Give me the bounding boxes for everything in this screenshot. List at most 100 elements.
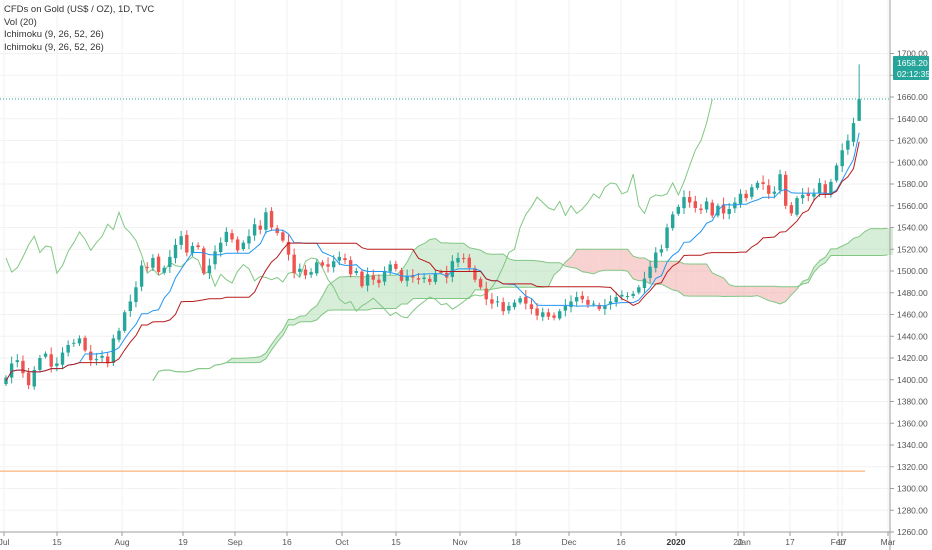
candle — [603, 298, 607, 315]
cloud-segment — [853, 236, 860, 256]
cloud-segment — [322, 285, 329, 315]
candle-body — [625, 296, 630, 298]
candle — [642, 271, 647, 294]
candle-body — [55, 363, 59, 367]
candle — [552, 312, 556, 321]
candle-body — [89, 351, 93, 361]
candle — [264, 207, 268, 234]
candle-body — [597, 304, 601, 310]
leading-span-b-line — [152, 248, 888, 381]
candle — [151, 254, 155, 271]
candle-body — [32, 369, 36, 387]
cloud-segment — [237, 358, 244, 363]
candle-body — [620, 294, 624, 297]
candle-body — [687, 197, 692, 203]
cloud-segment — [458, 243, 464, 299]
candle-body — [196, 245, 200, 248]
candle — [744, 189, 748, 202]
candle — [676, 204, 681, 216]
legend-ichimoku-2[interactable]: Ichimoku (9, 26, 52, 26) — [4, 41, 104, 53]
candle-body — [377, 279, 381, 283]
cloud-segment — [751, 286, 758, 297]
candle — [812, 188, 816, 202]
candle-body — [348, 260, 353, 275]
candle-body — [484, 288, 488, 300]
cloud-segment — [859, 231, 865, 256]
cloud-segment — [339, 276, 345, 311]
candle-body — [659, 249, 664, 253]
candle — [806, 187, 810, 202]
cloud-segment — [689, 263, 696, 297]
candle — [9, 356, 14, 384]
candle — [665, 223, 669, 252]
cloud-segment — [616, 249, 622, 271]
price-axis-label: 1420.00 — [897, 353, 928, 363]
candle — [286, 235, 291, 261]
cloud-segment — [712, 272, 718, 297]
cloud-segment — [571, 249, 577, 269]
candle-body — [77, 338, 82, 344]
candle-body — [286, 241, 291, 255]
candle-body — [219, 242, 223, 253]
price-axis[interactable]: 1260.00 1280.00 1300.00 1320.00 1340.00 1360.… — [889, 0, 928, 550]
cloud-segment — [311, 305, 317, 322]
candle-body — [207, 265, 212, 274]
legend-symbol[interactable]: CFDs on Gold (US$ / OZ), 1D, TVC — [4, 4, 155, 15]
candle-body — [478, 279, 483, 288]
candle-body — [4, 377, 8, 385]
legend-volume[interactable]: Vol (20) — [4, 16, 37, 28]
candle — [795, 195, 799, 217]
candle-body — [750, 187, 754, 197]
candle-body — [394, 263, 398, 269]
candle — [614, 291, 618, 307]
candle-body — [354, 271, 358, 273]
candle — [235, 236, 240, 253]
legend-ichimoku-1[interactable]: Ichimoku (9, 26, 52, 26) — [4, 29, 104, 40]
cloud-segment — [407, 251, 413, 304]
candle — [767, 179, 771, 200]
candle — [467, 253, 471, 271]
candle-body — [9, 363, 14, 378]
base-line — [5, 141, 860, 381]
candle — [21, 355, 25, 378]
candle — [156, 253, 161, 275]
candle-body — [654, 252, 658, 268]
candle-body — [608, 301, 613, 305]
candle-body — [303, 269, 308, 276]
candle — [38, 354, 42, 373]
candle — [309, 268, 313, 278]
lagging-span-line — [5, 99, 713, 319]
candle-body — [586, 299, 590, 305]
candle-body — [309, 272, 313, 275]
cloud-segment — [825, 248, 831, 263]
candle — [738, 189, 743, 208]
cloud-segment — [531, 260, 538, 288]
candle-body — [789, 205, 794, 214]
price-axis-label: 1300.00 — [897, 484, 928, 494]
time-axis-label: 18 — [511, 537, 521, 547]
candle — [202, 246, 206, 276]
candle-body — [507, 305, 511, 311]
candle-body — [365, 274, 370, 286]
time-axis-label: Jan — [737, 537, 751, 547]
price-axis-label: 1600.00 — [897, 157, 928, 167]
candle — [382, 266, 387, 286]
candle-body — [563, 305, 568, 311]
candle — [416, 272, 421, 285]
candle — [196, 242, 200, 250]
candle-body — [202, 248, 206, 274]
cloud-segment — [277, 329, 283, 343]
candle — [66, 340, 70, 357]
candle-body — [117, 330, 121, 340]
cloud-segment — [248, 357, 255, 363]
candle-body — [823, 184, 827, 195]
candle — [654, 247, 658, 273]
candle — [315, 259, 319, 277]
candle-body — [800, 194, 805, 199]
time-axis-label: 16 — [282, 537, 292, 547]
candle-body — [784, 174, 788, 206]
cloud-segment — [870, 228, 877, 256]
candle-body — [264, 212, 268, 230]
